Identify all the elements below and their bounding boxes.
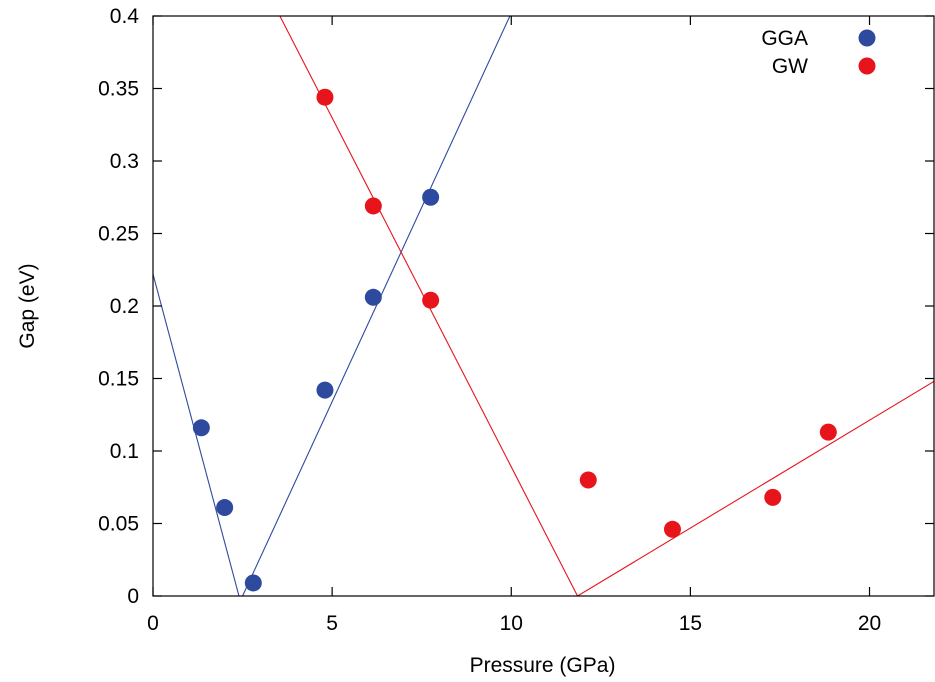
- data-point-gga: [192, 419, 210, 437]
- fit-lines: [153, 16, 934, 596]
- y-tick-label: 0.15: [98, 368, 139, 391]
- y-tick-label: 0.35: [98, 78, 139, 101]
- y-tick-label: 0.05: [98, 513, 139, 536]
- data-point-gga: [422, 188, 440, 206]
- data-points: [192, 88, 837, 592]
- data-point-gw: [422, 291, 440, 309]
- legend-marker-gga: [858, 29, 876, 47]
- x-tick-label: 0: [147, 612, 159, 635]
- fit-line-gga-1: [153, 273, 240, 596]
- data-point-gga: [316, 381, 334, 399]
- legend-marker-gw: [858, 57, 876, 75]
- legend-label-gw: GW: [772, 55, 808, 78]
- x-tick-label: 5: [326, 612, 338, 635]
- y-tick-label: 0.4: [110, 5, 140, 28]
- x-tick-label: 15: [679, 612, 702, 635]
- y-tick-label: 0.25: [98, 223, 139, 246]
- y-tick-label: 0.1: [110, 440, 139, 463]
- data-point-gw: [579, 471, 597, 489]
- legend-label-gga: GGA: [761, 27, 808, 50]
- y-tick-label: 0: [127, 585, 139, 608]
- data-point-gw: [819, 423, 837, 441]
- data-point-gw: [316, 88, 334, 106]
- x-tick-label: 20: [858, 612, 881, 635]
- legend: GGA GW: [761, 27, 876, 78]
- data-point-gga: [216, 499, 234, 517]
- data-point-gga: [364, 288, 382, 306]
- y-axis-title: Gap (eV): [16, 263, 39, 348]
- y-tick-label: 0.3: [110, 150, 139, 173]
- data-point-gw: [663, 520, 681, 538]
- x-tick-label: 10: [500, 612, 523, 635]
- data-point-gw: [764, 488, 782, 506]
- x-axis-title: Pressure (GPa): [470, 654, 616, 677]
- y-tick-label: 0.2: [110, 295, 139, 318]
- axis-ticks: 0 5 10 15 20 0 0.05 0.1 0.15 0.2 0.25 0.3 0.35 0.4: [98, 5, 934, 635]
- plot-frame: [152, 15, 935, 597]
- data-point-gga: [244, 574, 262, 592]
- fit-line-gw-2: [577, 380, 934, 596]
- data-point-gw: [364, 197, 382, 215]
